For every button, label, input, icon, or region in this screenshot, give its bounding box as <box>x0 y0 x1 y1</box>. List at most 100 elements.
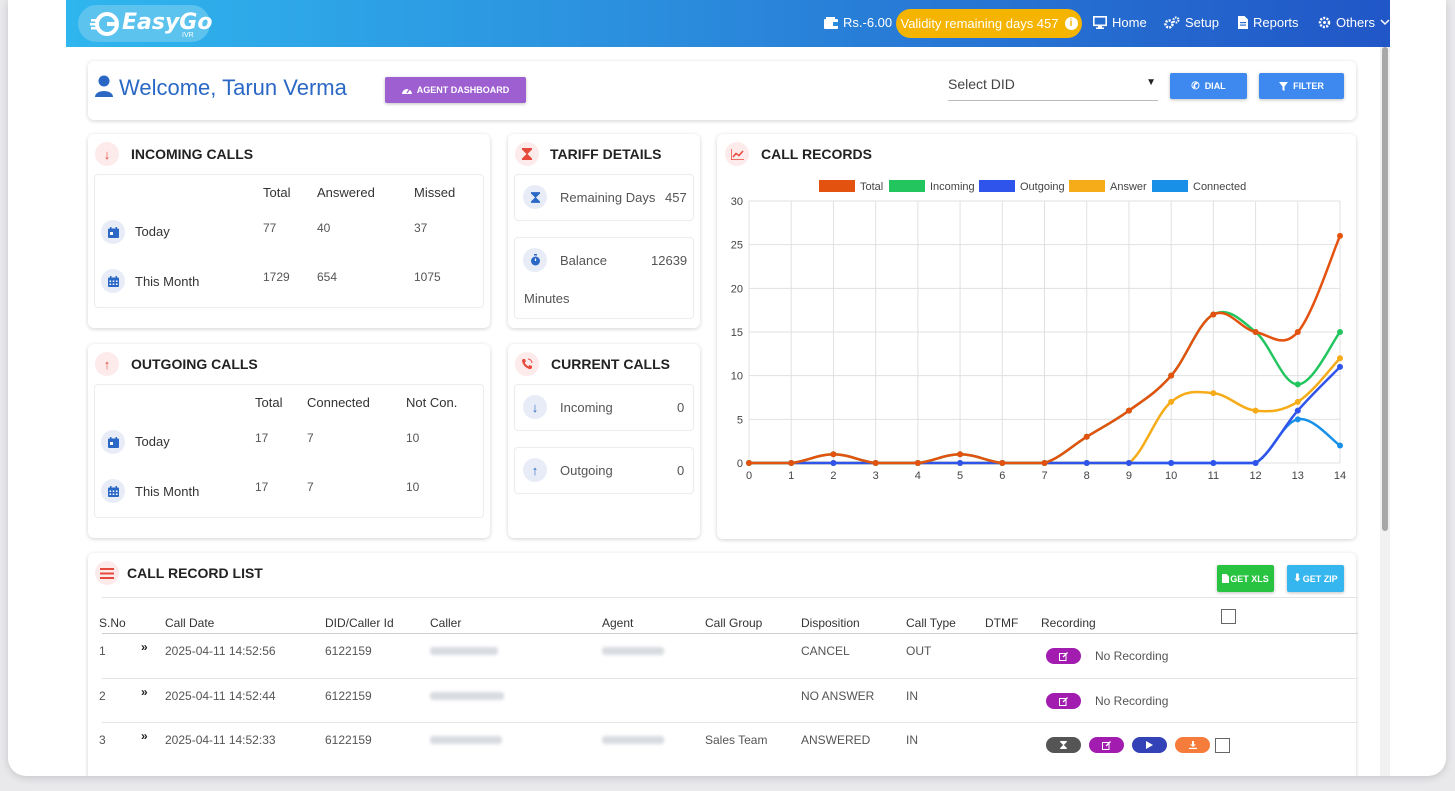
month-total: 1729 <box>263 270 290 284</box>
data-point-incoming <box>1294 381 1301 388</box>
expand-chevron-icon[interactable]: » <box>141 729 148 743</box>
nav-home[interactable]: Home <box>1093 15 1147 30</box>
outgoing-calls-title: OUTGOING CALLS <box>131 356 258 372</box>
data-point-outgoing <box>1125 460 1132 466</box>
nav-setup-label: Setup <box>1185 15 1219 30</box>
incoming-calls-title: INCOMING CALLS <box>131 146 254 162</box>
legend-label-outgoing: Outgoing <box>1020 181 1065 193</box>
nav-others[interactable]: Others <box>1318 15 1390 30</box>
y-tick-label: 20 <box>731 283 743 295</box>
cell-call-date: 2025-04-11 14:52:44 <box>165 689 276 703</box>
validity-text: Validity remaining days 457 <box>900 16 1059 31</box>
cell-agent-redacted <box>602 736 664 744</box>
phone-ringing-icon <box>515 352 539 376</box>
y-tick-label: 0 <box>737 458 743 470</box>
expand-chevron-icon[interactable]: » <box>141 640 148 654</box>
data-point-total <box>1294 329 1301 335</box>
today-not-connected: 10 <box>406 431 420 445</box>
calendar-day-icon <box>101 430 125 454</box>
th-call-group: Call Group <box>705 616 763 630</box>
download-recording-button[interactable] <box>1175 737 1210 753</box>
dial-button[interactable]: ✆ DIAL <box>1170 73 1247 99</box>
data-point-total <box>788 460 795 466</box>
th-agent: Agent <box>602 616 634 630</box>
cell-recording: No Recording <box>1095 694 1169 708</box>
data-point-outgoing <box>1168 460 1175 466</box>
user-icon <box>95 75 113 97</box>
th-call-date: Call Date <box>165 616 215 630</box>
top-navbar: EasyGo IVR Rs.-6.00 Validity remaining d… <box>66 0 1390 47</box>
did-select-value: Select DID <box>948 76 1015 92</box>
month-connected: 7 <box>307 480 314 494</box>
play-recording-button[interactable] <box>1132 737 1167 753</box>
get-zip-button[interactable]: ⬇ GET ZIP <box>1287 565 1344 592</box>
col-total: Total <box>263 185 291 200</box>
expand-chevron-icon[interactable]: » <box>141 685 148 699</box>
cell-disposition: ANSWERED <box>801 733 871 747</box>
balance-box: Balance 12639 Minutes <box>514 237 694 319</box>
cell-sno: 2 <box>99 689 106 703</box>
current-incoming-value: 0 <box>677 400 685 415</box>
incoming-calls-table: Total Answered Missed Today 77 40 37 Thi… <box>94 174 484 308</box>
nav-reports-label: Reports <box>1253 15 1299 30</box>
dashboard-icon <box>401 88 412 94</box>
row-today-label: Today <box>135 434 170 449</box>
today-total: 17 <box>255 431 269 445</box>
get-xls-button[interactable]: GET XLS <box>1217 565 1274 592</box>
balance-display: Rs.-6.00 <box>824 15 892 30</box>
y-tick-label: 25 <box>731 240 743 252</box>
pending-button[interactable] <box>1046 737 1081 753</box>
edit-note-button[interactable] <box>1046 693 1081 709</box>
th-sno: S.No <box>99 616 126 630</box>
hourglass-small-icon <box>523 185 547 209</box>
th-did: DID/Caller Id <box>325 616 394 630</box>
remaining-days-value: 457 <box>665 190 687 205</box>
filter-button[interactable]: FILTER <box>1259 73 1344 99</box>
did-select[interactable]: Select DID ▼ <box>948 74 1158 101</box>
scrollbar-thumb[interactable] <box>1382 47 1388 531</box>
agent-dashboard-button[interactable]: AGENT DASHBOARD <box>385 77 526 103</box>
gear-icon <box>1318 16 1331 29</box>
data-point-total <box>957 451 964 458</box>
incoming-calls-card: ↓ INCOMING CALLS Total Answered Missed T… <box>88 134 490 328</box>
tariff-details-card: TARIFF DETAILS Remaining Days 457 Balanc… <box>508 134 700 328</box>
edit-note-button[interactable] <box>1046 648 1081 664</box>
data-point-outgoing <box>1337 363 1343 370</box>
col-answered: Answered <box>317 185 375 200</box>
arrow-down-icon: ↓ <box>95 142 119 166</box>
page-scrollbar[interactable] <box>1380 47 1390 776</box>
cell-call-type: IN <box>906 733 918 747</box>
current-outgoing-label: Outgoing <box>560 463 613 478</box>
current-outgoing-value: 0 <box>677 463 685 478</box>
nav-setup[interactable]: Setup <box>1164 15 1219 30</box>
select-all-checkbox[interactable] <box>1221 609 1236 624</box>
table-header-border <box>102 633 1358 634</box>
legend-swatch-answer <box>1069 180 1105 192</box>
play-icon <box>1146 741 1153 749</box>
data-point-answer <box>1168 398 1175 405</box>
legend-swatch-incoming <box>889 180 925 192</box>
col-missed: Missed <box>414 185 456 200</box>
data-point-outgoing <box>1083 460 1090 466</box>
info-icon[interactable]: i <box>1064 17 1078 30</box>
legend-label-connected: Connected <box>1193 181 1246 193</box>
logo[interactable]: EasyGo IVR <box>78 5 212 42</box>
wallet-icon <box>824 16 838 29</box>
x-tick-label: 4 <box>915 470 921 482</box>
data-point-outgoing <box>957 460 964 466</box>
cell-call-date: 2025-04-11 14:52:56 <box>165 644 276 658</box>
month-missed: 1075 <box>414 270 441 284</box>
cell-did: 6122159 <box>325 644 372 658</box>
th-disposition: Disposition <box>801 616 860 630</box>
filter-label: FILTER <box>1293 81 1324 91</box>
edit-note-button[interactable] <box>1089 737 1124 753</box>
tariff-details-title: TARIFF DETAILS <box>550 146 662 162</box>
data-point-total <box>1252 329 1259 335</box>
logo-g-icon <box>90 12 119 36</box>
row-checkbox[interactable] <box>1215 738 1230 753</box>
arrow-down-icon: ↓ <box>523 395 547 419</box>
cell-did: 6122159 <box>325 689 372 703</box>
data-point-outgoing <box>830 460 837 466</box>
nav-reports[interactable]: Reports <box>1238 15 1299 30</box>
th-dtmf: DTMF <box>985 616 1019 630</box>
